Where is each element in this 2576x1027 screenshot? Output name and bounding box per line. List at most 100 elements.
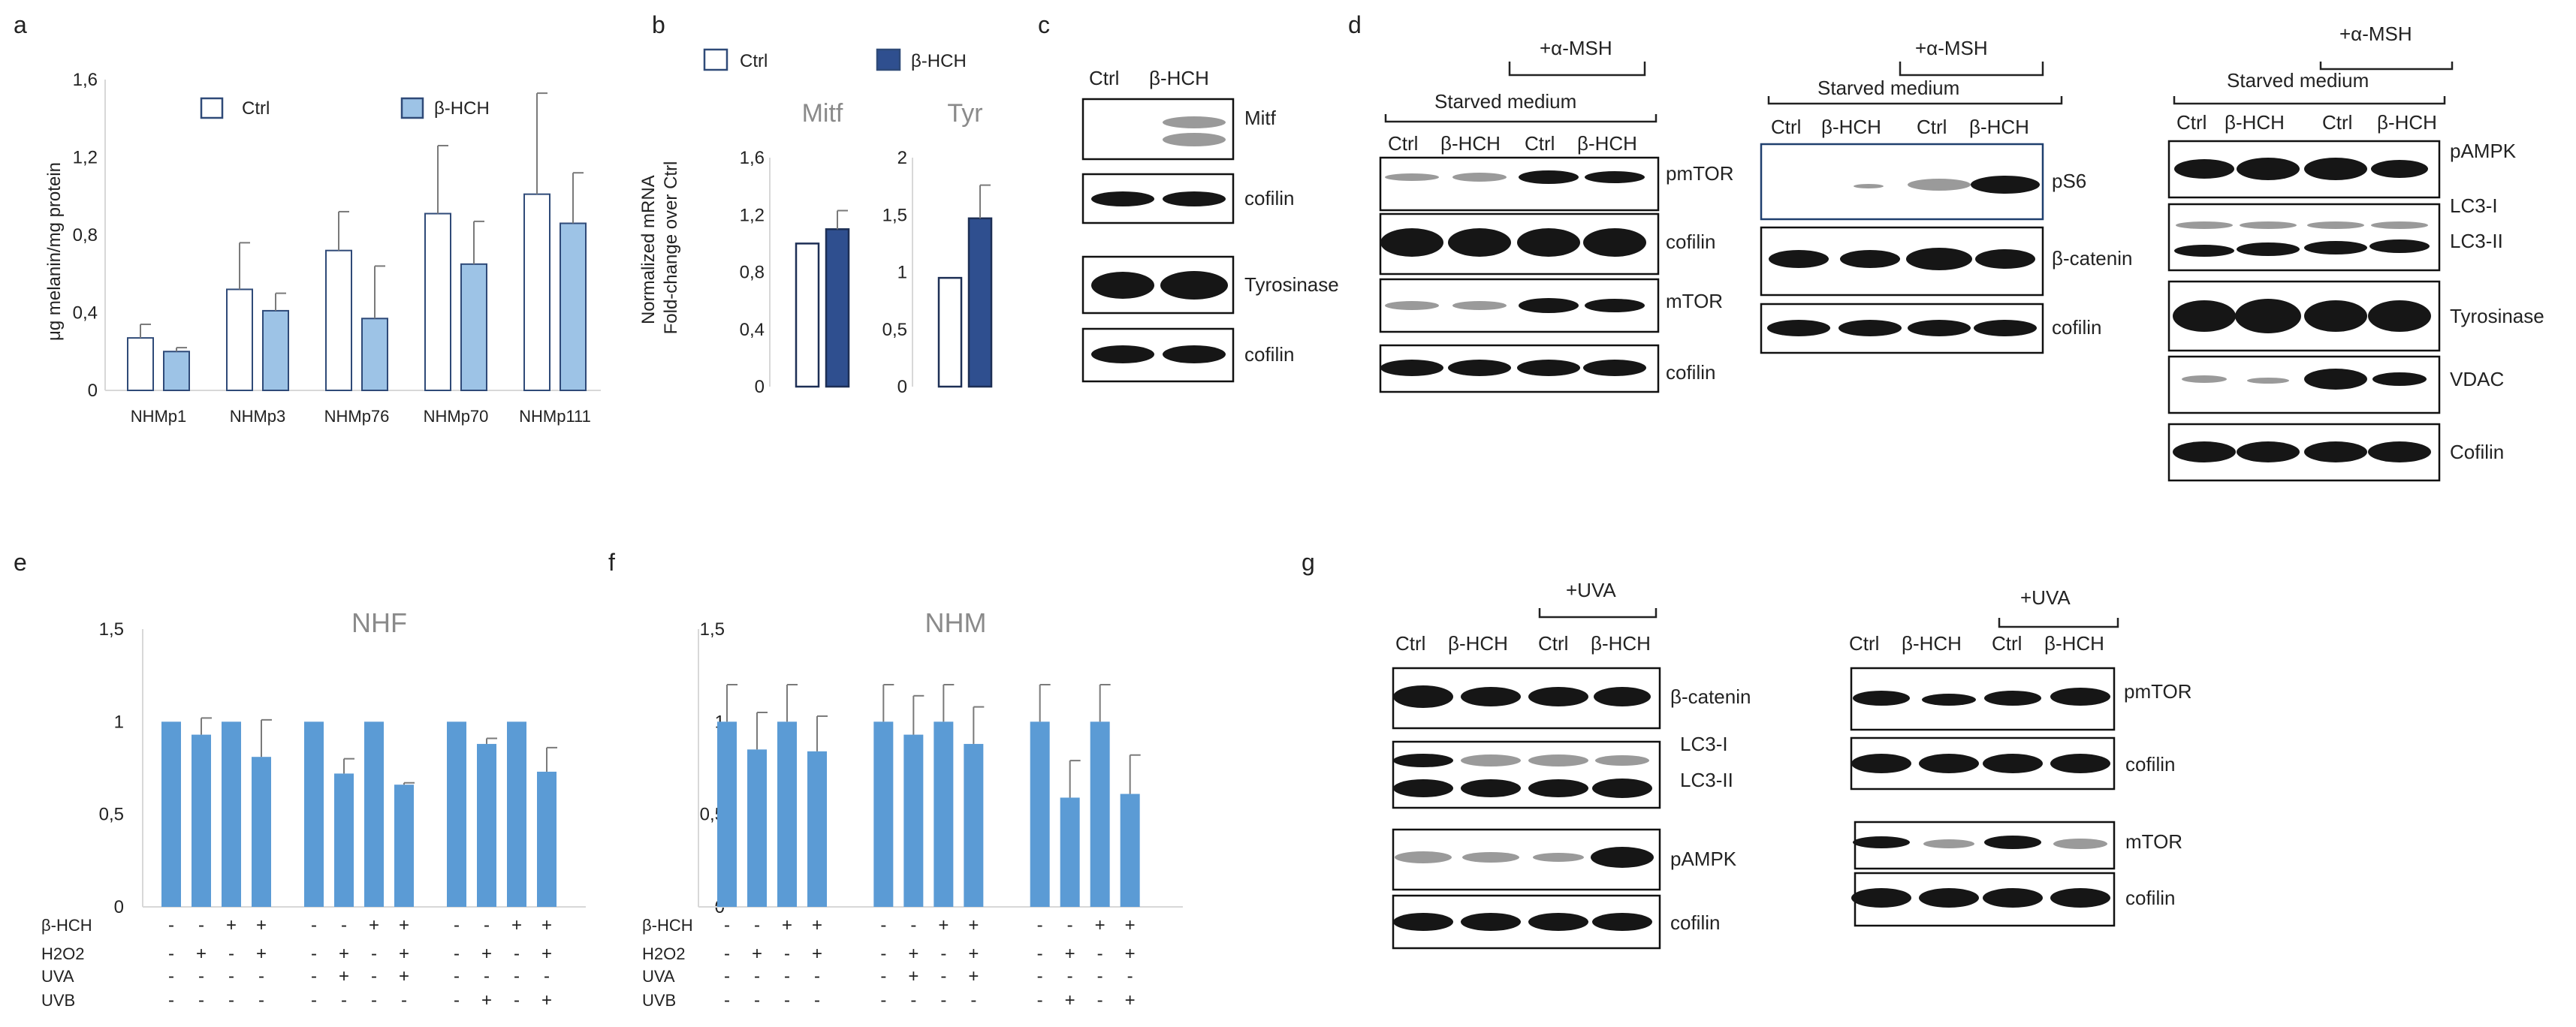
blot-d1: +α-MSH Starved medium Ctrl β-HCH Ctrl β-… — [1379, 37, 1734, 393]
blot-gr-lane-4: β-HCH — [2044, 632, 2104, 655]
chart-f-sign: - — [1037, 990, 1043, 1010]
blot-d2-label-3: cofilin — [2052, 316, 2101, 339]
blot-d1-label-4: cofilin — [1666, 361, 1715, 384]
chart-e-sign: + — [511, 915, 522, 935]
band — [1163, 191, 1226, 206]
chart-b1-ytick: 0,8 — [740, 263, 765, 283]
chart-f-sign: + — [968, 944, 979, 964]
chart-b2-ytick: 1 — [897, 263, 907, 283]
blot-d3-label-6: Cofilin — [2450, 441, 2504, 463]
chart-e-sign: - — [514, 944, 520, 964]
blot-c-lane-bhch: β-HCH — [1149, 67, 1209, 89]
chart-e-sign: + — [399, 944, 409, 964]
chart-e-sign: - — [401, 990, 407, 1010]
bracket — [2173, 96, 2446, 105]
chart-e-sign: - — [371, 990, 377, 1010]
chart-f-sign: - — [910, 990, 916, 1010]
chart-a-ytick: 0,4 — [73, 303, 98, 324]
blot-gl-label-3: LC3-II — [1680, 769, 1733, 791]
chart-f-bar — [1090, 721, 1110, 907]
chart-b2-bar — [967, 217, 993, 388]
chart-f-sign: - — [1097, 990, 1103, 1010]
blot-d2-label-2: β-catenin — [2052, 247, 2132, 270]
chart-e-bar — [192, 734, 211, 907]
chart-f-sign: + — [812, 944, 822, 964]
blot-d3-lane-1: Ctrl — [2176, 111, 2206, 134]
chart-a-xtick: NHMp3 — [230, 407, 286, 426]
chart-e-bar — [507, 721, 526, 907]
chart-e-sign: + — [541, 990, 552, 1010]
chart-f-sign: + — [1065, 990, 1075, 1010]
blot-d2-label-1: pS6 — [2052, 170, 2086, 192]
legend-ctrl-swatch — [200, 97, 224, 119]
blot-box — [1379, 156, 1660, 212]
chart-e-sign: - — [454, 966, 460, 986]
chart-f-sign: - — [880, 915, 886, 935]
chart-a-bar — [460, 263, 487, 391]
chart-a-bar — [325, 249, 352, 392]
panel-label-a: a — [14, 11, 27, 38]
chart-e-sign: + — [399, 966, 409, 986]
chart-e-sign: + — [369, 915, 379, 935]
blot-gr-lane-2: β-HCH — [1902, 632, 1962, 655]
band — [1160, 271, 1228, 300]
chart-e-sign: + — [256, 915, 267, 935]
blot-gl-bracket-label: +UVA — [1566, 579, 1616, 601]
chart-f-sign: - — [910, 915, 916, 935]
blot-gl-lane-3: Ctrl — [1538, 632, 1568, 655]
chart-e-sign: - — [311, 990, 317, 1010]
chart-f-sign: - — [880, 944, 886, 964]
chart-b2-ytick: 2 — [897, 148, 907, 168]
chart-e-bar — [161, 721, 181, 907]
chart-f-sign: - — [724, 915, 730, 935]
chart-a-xtick: NHMp76 — [324, 407, 390, 426]
blot-c-label-tyrosinase: Tyrosinase — [1244, 273, 1339, 296]
chart-f-sign: - — [1097, 944, 1103, 964]
chart-f-row-label: UVB — [642, 991, 676, 1010]
chart-a-ytick: 0,8 — [73, 225, 98, 245]
chart-f-bar — [903, 734, 924, 907]
chart-e-sign: - — [258, 966, 264, 986]
chart-b2-title: Tyr — [947, 99, 982, 128]
blot-c-label-cofilin2: cofilin — [1244, 343, 1294, 366]
bracket — [1384, 114, 1658, 123]
blot-d1-lane-4: β-HCH — [1577, 132, 1637, 155]
bracket — [1508, 62, 1646, 77]
chart-e-sign: - — [168, 915, 174, 935]
chart-f-sign: + — [908, 966, 918, 986]
chart-f-sign: - — [880, 990, 886, 1010]
blot-gl-lane-4: β-HCH — [1591, 632, 1651, 655]
chart-f-sign: - — [814, 990, 820, 1010]
blot-d3: +α-MSH Starved medium Ctrl β-HCH Ctrl β-… — [2167, 23, 2544, 482]
chart-e-sign: + — [256, 944, 267, 964]
chart-f-bar — [964, 743, 984, 907]
chart-f-sign: + — [968, 915, 979, 935]
chart-f-sign: - — [1037, 966, 1043, 986]
chart-f-sign: + — [968, 966, 979, 986]
chart-f-ytick: 1,5 — [700, 619, 725, 640]
chart-f-row-label: H2O2 — [642, 944, 685, 963]
chart-f-bar — [934, 721, 954, 907]
chart-a-ytick: 1,6 — [73, 70, 98, 90]
chart-f-sign: - — [970, 990, 976, 1010]
chart-f-bar — [807, 751, 827, 907]
chart-b1-ytick: 0,4 — [740, 320, 765, 340]
chart-f-sign: + — [1125, 915, 1136, 935]
blot-d1-lane-2: β-HCH — [1440, 132, 1501, 155]
blot-c-label-mitf: Mitf — [1244, 107, 1277, 129]
chart-e-sign: - — [544, 966, 550, 986]
blot-d2-lane-3: Ctrl — [1917, 116, 1947, 138]
legend-b-bhch-label: β-HCH — [911, 51, 967, 71]
chart-f-row-label: β-HCH — [642, 916, 693, 935]
chart-e-ytick: 0 — [114, 897, 124, 917]
chart-f-sign: - — [724, 944, 730, 964]
blot-d3-label-2: LC3-I — [2450, 194, 2498, 217]
chart-f-sign: - — [784, 990, 790, 1010]
blot-gl-lane-2: β-HCH — [1448, 632, 1508, 655]
blot-gl-label-1: β-catenin — [1670, 685, 1751, 708]
bracket — [1538, 608, 1658, 619]
chart-e-sign: - — [311, 944, 317, 964]
blot-g-left: +UVA Ctrl β-HCH Ctrl β-HCH β-catenin LC3… — [1392, 579, 1751, 950]
blot-gr-label-3: mTOR — [2125, 830, 2182, 853]
